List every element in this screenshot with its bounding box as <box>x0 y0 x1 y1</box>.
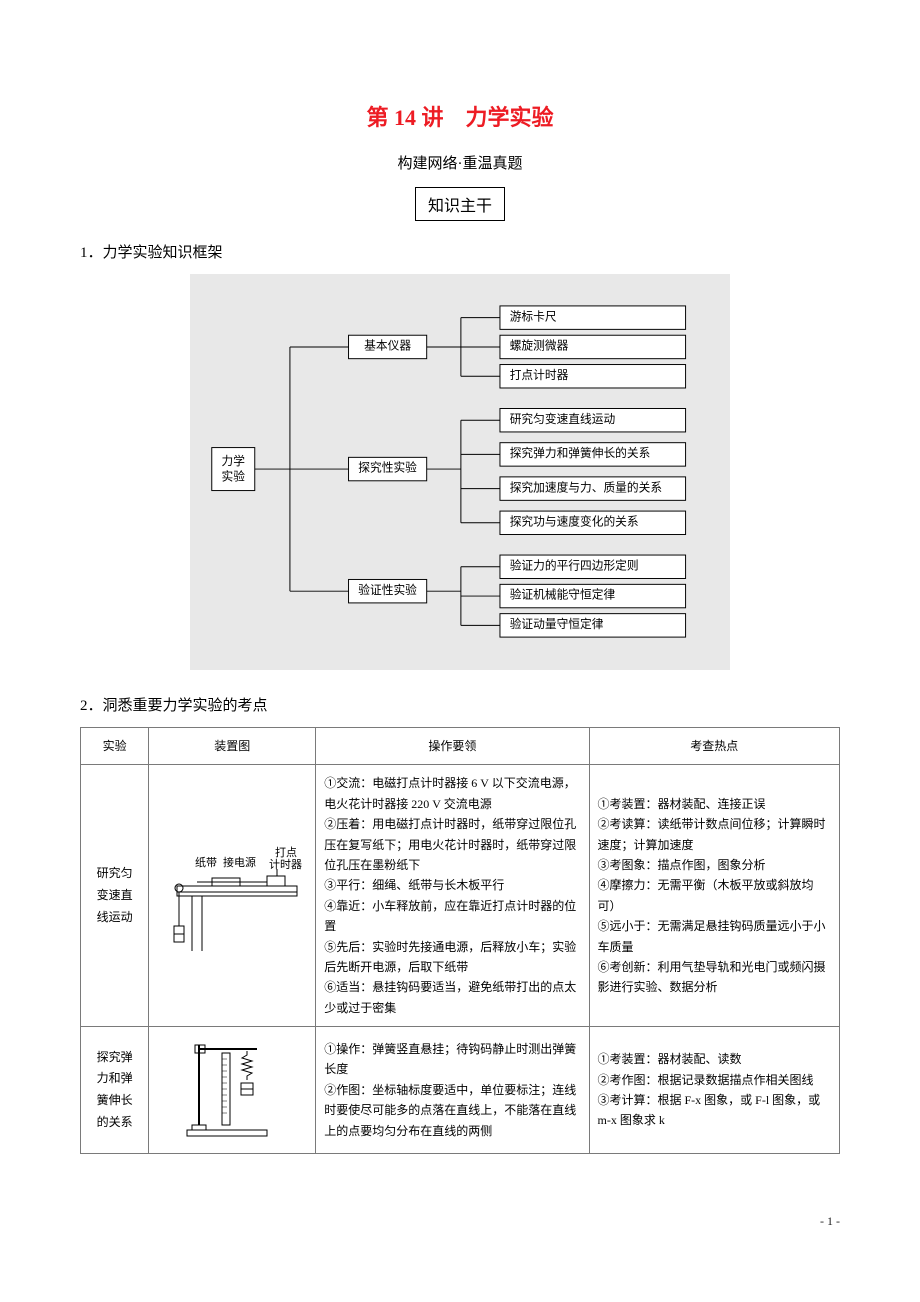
svg-text:纸带: 纸带 <box>195 856 217 869</box>
tree-leaf-0-0: 游标卡尺 <box>510 310 557 323</box>
tree-mid-1: 探究性实验 <box>358 461 417 475</box>
tree-group-1: 研究匀变速直线运动 探究弹力和弹簧伸长的关系 探究加速度与力、质量的关系 探究功… <box>427 409 686 535</box>
tree-root-l2: 实验 <box>222 470 246 484</box>
tree-leaf-1-0: 研究匀变速直线运动 <box>510 412 616 426</box>
th-2: 操作要领 <box>316 728 589 765</box>
exp-hot-1: ①考装置：器材装配、读数②考作图：根据记录数据描点作相关图线③考计算：根据 F-… <box>589 1027 840 1154</box>
section-1-heading: 1．力学实验知识框架 <box>80 241 840 262</box>
tree-mid-2: 验证性实验 <box>358 583 417 597</box>
tree-leaf-1-3: 探究功与速度变化的关系 <box>510 514 639 528</box>
th-1: 装置图 <box>149 728 316 765</box>
exp-op-1: ①操作：弹簧竖直悬挂；待钩码静止时测出弹簧长度②作图：坐标轴标度要适中，单位要标… <box>316 1027 589 1154</box>
tree-group-2: 验证力的平行四边形定则 验证机械能守恒定律 验证动量守恒定律 <box>427 555 686 637</box>
exp-diagram-1 <box>149 1027 316 1154</box>
tree-root-l1: 力学 <box>222 454 246 468</box>
boxed-heading: 知识主干 <box>80 187 840 221</box>
tree-svg: 力学 实验 基本仪器 探究性实验 验证性实验 游标卡尺 螺旋测微器 打点计时器 … <box>202 292 710 652</box>
exp-name-0: 研究匀变速直线运动 <box>81 765 149 1027</box>
boxed-heading-text: 知识主干 <box>415 187 505 221</box>
th-0: 实验 <box>81 728 149 765</box>
exp-diagram-0: 纸带 接电源 打点 计时器 <box>149 765 316 1027</box>
tree-group-0: 游标卡尺 螺旋测微器 打点计时器 <box>427 306 686 388</box>
tree-mid-0: 基本仪器 <box>364 339 411 353</box>
exp-hot-0: ①考装置：器材装配、连接正误②考读算：读纸带计数点间位移；计算瞬时速度；计算加速… <box>589 765 840 1027</box>
tree-leaf-2-0: 验证力的平行四边形定则 <box>510 558 639 572</box>
exp-op-0: ①交流：电磁打点计时器接 6 V 以下交流电源，电火花计时器接 220 V 交流… <box>316 765 589 1027</box>
tree-leaf-0-2: 打点计时器 <box>510 368 569 382</box>
lecture-title: 第 14 讲 力学实验 <box>80 100 840 132</box>
tree-leaf-1-1: 探究弹力和弹簧伸长的关系 <box>510 446 651 460</box>
lecture-subtitle: 构建网络·重温真题 <box>80 152 840 173</box>
experiment-table: 实验 装置图 操作要领 考查热点 研究匀变速直线运动 纸带 接电源 打点 计时器 <box>80 727 840 1154</box>
tree-leaf-1-2: 探究加速度与力、质量的关系 <box>510 480 662 494</box>
section-2-heading: 2．洞悉重要力学实验的考点 <box>80 694 840 715</box>
tree-leaf-2-1: 验证机械能守恒定律 <box>510 588 616 602</box>
tree-leaf-0-1: 螺旋测微器 <box>510 339 569 353</box>
svg-text:接电源: 接电源 <box>223 855 256 869</box>
exp-name-1: 探究弹力和弹簧伸长的关系 <box>81 1027 149 1154</box>
table-row: 研究匀变速直线运动 纸带 接电源 打点 计时器 <box>81 765 840 1027</box>
th-3: 考查热点 <box>589 728 840 765</box>
table-row: 探究弹力和弹簧伸长的关系 <box>81 1027 840 1154</box>
svg-text:计时器: 计时器 <box>269 858 302 871</box>
svg-text:打点: 打点 <box>275 845 297 859</box>
page-number: - 1 - <box>80 1214 840 1229</box>
framework-tree: 力学 实验 基本仪器 探究性实验 验证性实验 游标卡尺 螺旋测微器 打点计时器 … <box>190 274 730 670</box>
tree-leaf-2-2: 验证动量守恒定律 <box>510 617 604 631</box>
